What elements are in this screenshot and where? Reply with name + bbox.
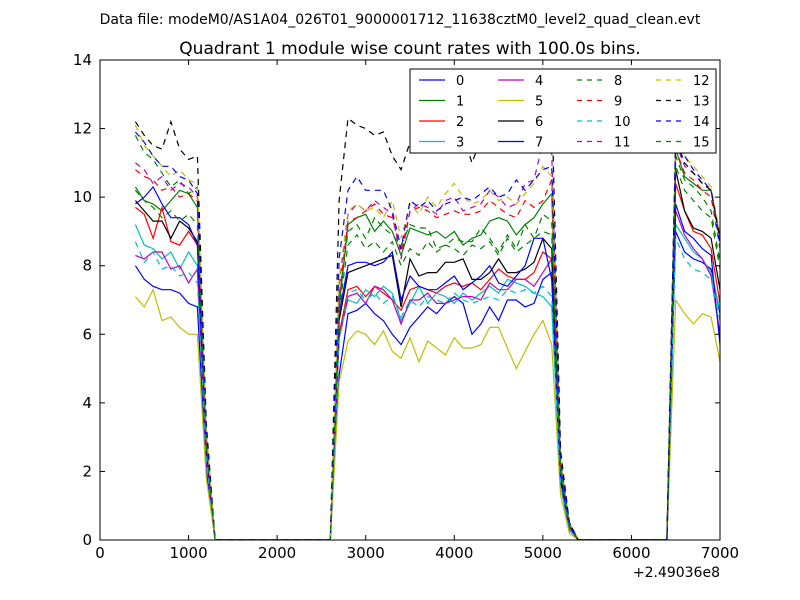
y-tick-label: 14 bbox=[73, 51, 92, 69]
y-tick-label: 0 bbox=[82, 531, 92, 549]
series-line-3 bbox=[134, 222, 720, 540]
legend-label-10: 10 bbox=[614, 115, 631, 130]
series-line-11 bbox=[135, 141, 720, 540]
series-line-6 bbox=[134, 169, 720, 540]
legend-label-9: 9 bbox=[614, 95, 622, 110]
legend-label-0: 0 bbox=[456, 74, 464, 89]
x-tick-label: 4000 bbox=[435, 544, 473, 562]
y-tick-label: 2 bbox=[82, 462, 92, 480]
series-line-7 bbox=[135, 185, 720, 540]
x-tick-label: 1000 bbox=[169, 544, 207, 562]
legend-label-3: 3 bbox=[456, 136, 464, 151]
y-tick-label: 12 bbox=[73, 120, 92, 138]
legend-label-8: 8 bbox=[614, 74, 622, 89]
series-line-1 bbox=[134, 148, 720, 540]
series-line-10 bbox=[134, 238, 720, 540]
y-tick-label: 8 bbox=[82, 257, 92, 275]
legend-label-11: 11 bbox=[614, 136, 631, 151]
chart-title: Quadrant 1 module wise count rates with … bbox=[179, 39, 640, 59]
x-tick-label: 6000 bbox=[612, 544, 650, 562]
legend-label-14: 14 bbox=[693, 115, 710, 130]
series-line-5 bbox=[134, 288, 720, 540]
x-tick-label: 3000 bbox=[347, 544, 385, 562]
series-layer bbox=[134, 82, 720, 540]
x-tick-label: 7000 bbox=[701, 544, 739, 562]
series-line-12 bbox=[134, 124, 720, 540]
legend-label-1: 1 bbox=[456, 95, 464, 110]
legend-label-12: 12 bbox=[693, 74, 710, 89]
legend-label-5: 5 bbox=[535, 95, 543, 110]
legend-label-6: 6 bbox=[535, 115, 543, 130]
y-tick-label: 4 bbox=[82, 394, 92, 412]
x-axis-offset-text: +2.49036e8 bbox=[633, 565, 720, 581]
y-tick-label: 6 bbox=[82, 325, 92, 343]
legend-label-2: 2 bbox=[456, 115, 464, 130]
x-axis-ticks: 0 1000 2000 3000 4000 5000 6000 7000 bbox=[95, 60, 739, 562]
x-tick-label: 2000 bbox=[258, 544, 296, 562]
x-tick-label: 5000 bbox=[524, 544, 562, 562]
plot-frame bbox=[99, 59, 721, 541]
legend-label-13: 13 bbox=[693, 95, 710, 110]
legend-label-7: 7 bbox=[535, 136, 543, 151]
figure-suptitle: Data file: modeM0/AS1A04_026T01_90000017… bbox=[100, 12, 701, 28]
legend-label-4: 4 bbox=[535, 74, 543, 89]
series-line-0 bbox=[134, 231, 720, 540]
x-tick-label: 0 bbox=[95, 544, 105, 562]
y-tick-label: 10 bbox=[73, 188, 92, 206]
legend-label-15: 15 bbox=[693, 136, 710, 151]
legend-box bbox=[409, 68, 717, 154]
series-line-9 bbox=[135, 148, 720, 540]
series-line-4 bbox=[135, 210, 720, 540]
